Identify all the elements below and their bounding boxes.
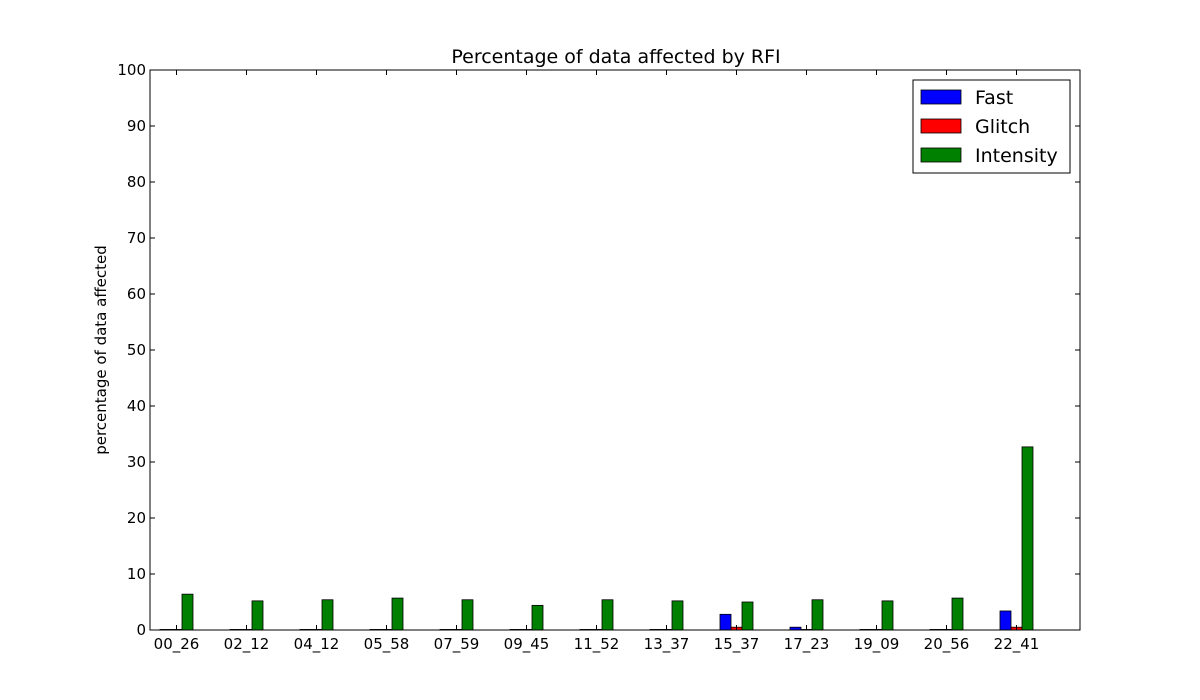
bar-intensity-05_58 [391,597,404,631]
legend-entries: Fast Glitch Intensity [920,87,1058,167]
x-tick-label: 11_52 [574,635,620,654]
x-tick-label: 09_45 [504,635,550,654]
y-tick-label: 10 [127,565,146,583]
x-tick-label: 02_12 [224,635,270,654]
legend-label-intensity: Intensity [975,145,1058,167]
bar-fast-15_37 [719,613,732,631]
x-tick-label: 17_23 [784,635,830,654]
legend-label-fast: Fast [975,87,1013,109]
bar-intensity-07_59 [461,599,474,631]
legend: Fast Glitch Intensity [912,79,1071,174]
bar-intensity-11_52 [601,599,614,631]
x-tick-label: 15_37 [714,635,760,654]
x-tick-label: 04_12 [294,635,340,654]
x-tick-label: 13_37 [644,635,690,654]
bar-intensity-15_37 [741,601,754,631]
y-axis-label: percentage of data affected [92,245,110,455]
bar-fast-22_41 [999,610,1012,631]
bar-intensity-19_09 [881,600,894,631]
bar-intensity-20_56 [951,597,964,631]
legend-swatch-intensity [920,147,962,163]
x-tick-label: 22_41 [994,635,1040,654]
bar-intensity-13_37 [671,600,684,631]
y-tick-label: 90 [127,117,146,135]
x-axis-ticks: 00_26 02_12 04_12 05_58 07_59 09_45 11_52 13_37… [154,70,1040,654]
bar-intensity-00_26 [181,593,194,631]
legend-swatch-glitch [920,118,962,134]
x-tick-label: 20_56 [924,635,970,654]
y-tick-label: 40 [127,397,146,415]
y-tick-label: 70 [127,229,146,247]
legend-swatch-fast [920,89,962,105]
y-tick-label: 0 [136,621,146,639]
y-tick-label: 100 [117,61,146,79]
x-tick-label: 19_09 [854,635,900,654]
y-tick-label: 80 [127,173,146,191]
bar-intensity-22_41 [1021,446,1034,631]
x-tick-label: 05_58 [364,635,410,654]
y-tick-label: 30 [127,453,146,471]
x-tick-label: 00_26 [154,635,200,654]
y-tick-label: 20 [127,509,146,527]
chart-title: Percentage of data affected by RFI [451,46,780,68]
legend-label-glitch: Glitch [975,116,1030,138]
bar-intensity-17_23 [811,599,824,631]
bar-intensity-09_45 [531,604,544,631]
x-tick-label: 07_59 [434,635,480,654]
y-tick-label: 50 [127,341,146,359]
y-tick-label: 60 [127,285,146,303]
y-axis-ticks: 0 10 20 30 40 50 60 70 80 90 100 [117,61,1080,639]
bar-intensity-04_12 [321,599,334,631]
bar-intensity-02_12 [251,600,264,631]
